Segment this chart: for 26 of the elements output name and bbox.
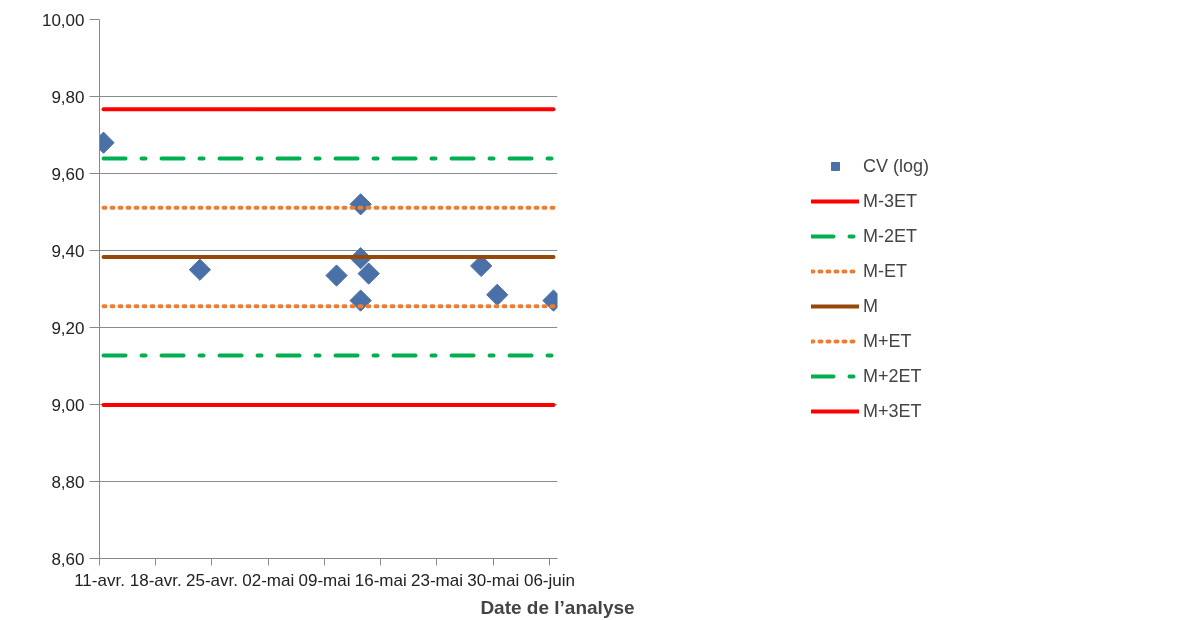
x-tick-label: 06-juin — [523, 570, 575, 590]
legend-label: M+ET — [862, 330, 912, 352]
y-tick-label: 8,60 — [51, 549, 85, 569]
y-tick-label: 9,20 — [51, 318, 85, 338]
legend-label: M-3ET — [862, 190, 917, 212]
y-tick-label: 9,00 — [51, 395, 85, 415]
x-tick-label: 09-mai — [298, 570, 351, 590]
x-axis-title: Date de l’analyse — [480, 596, 635, 618]
legend-label: M+2ET — [862, 365, 922, 387]
legend-label: M+3ET — [862, 400, 922, 422]
x-tick-label: 18-avr. — [129, 570, 182, 590]
y-tick-label: 8,80 — [51, 472, 85, 492]
legend-label: M-2ET — [862, 225, 917, 247]
legend-label: M — [862, 295, 879, 317]
y-tick-label: 10,00 — [41, 10, 85, 30]
legend-label: CV (log) — [862, 155, 930, 177]
y-tick-label: 9,60 — [51, 164, 85, 184]
y-tick-label: 9,40 — [51, 241, 85, 261]
x-tick-label: 30-mai — [467, 570, 520, 590]
x-tick-label: 11-avr. — [74, 570, 125, 590]
x-tick-label: 25-avr. — [186, 570, 238, 590]
y-tick-label: 9,80 — [51, 87, 85, 107]
legend-label: M-ET — [862, 260, 907, 282]
x-tick-label: 16-mai — [354, 570, 407, 590]
x-tick-label: 02-mai — [242, 570, 295, 590]
x-tick-label: 23-mai — [410, 570, 463, 590]
